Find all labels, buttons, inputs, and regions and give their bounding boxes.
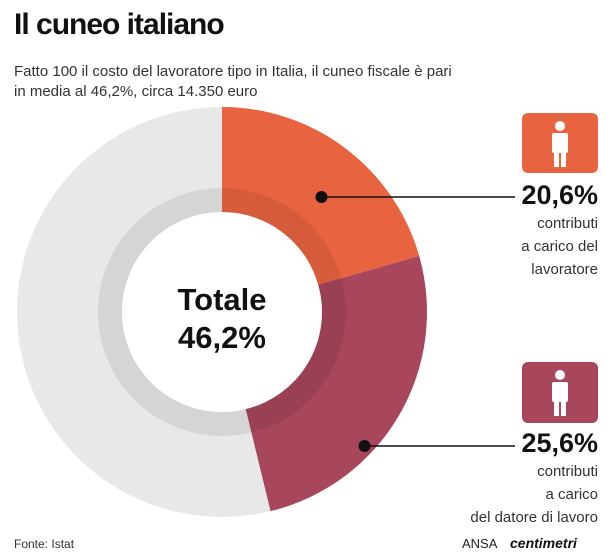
category-label: contributi a carico del datore di lavoro [470,463,598,526]
title: Il cuneo italiano [14,8,225,41]
donut [17,107,427,517]
icon-employer [522,362,598,423]
icon-worker [522,113,598,173]
center-title: Totale [177,282,267,317]
callout-dot [315,191,328,203]
credit-brand: centimetri [510,535,577,551]
category-label: contributi a carico del lavoratore [521,215,598,278]
callout-dot [358,440,371,452]
subtitle: Fatto 100 il costo del lavoratore tipo i… [14,63,452,100]
value-label: 25,6% [521,428,598,458]
value-label: 20,6% [521,180,598,210]
center-value: 46,2% [178,320,266,355]
credit: ANSA [462,536,498,551]
inner-ring [98,188,346,436]
donut-segment [245,256,427,512]
source: Fonte: Istat [14,537,75,551]
donut-segment [17,107,271,517]
